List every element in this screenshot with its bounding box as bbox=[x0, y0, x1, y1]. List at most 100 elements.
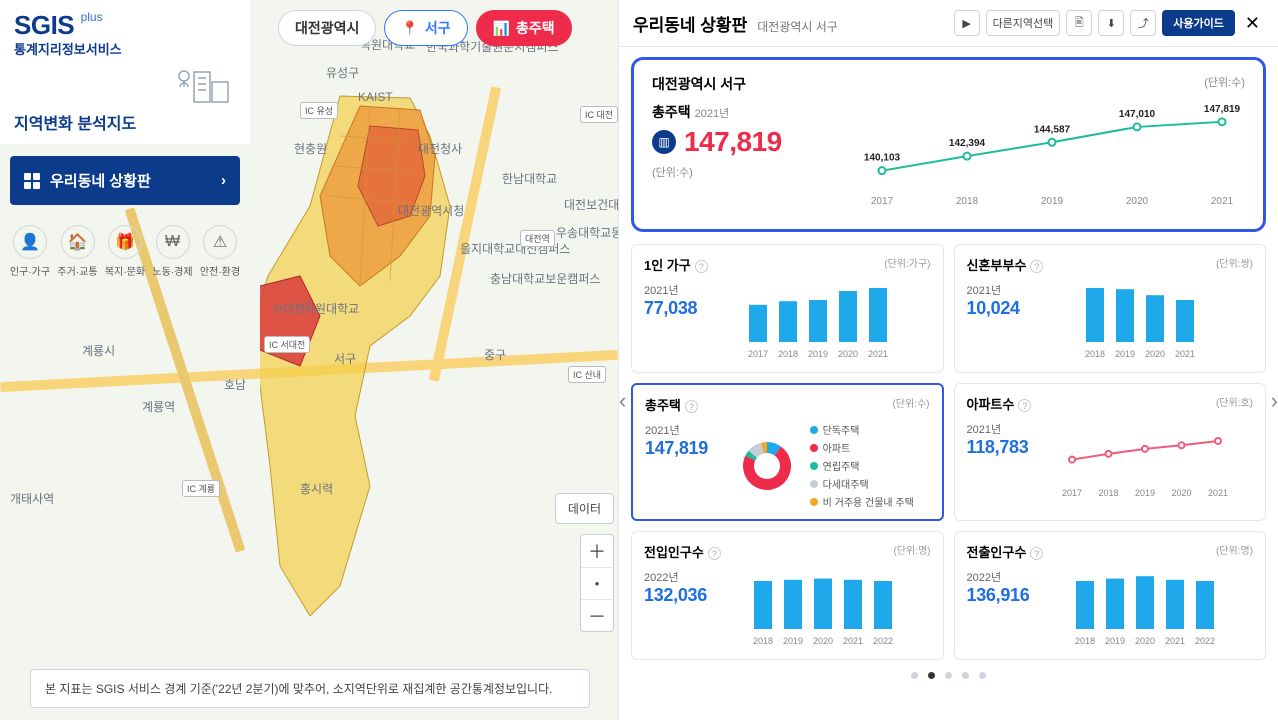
zoom-out-button[interactable]: － bbox=[581, 599, 613, 631]
card-chart: 20182019202020212022 bbox=[1037, 569, 1253, 649]
stat-card[interactable]: 1인 가구? (단위:가구) 2021년 77,038 201720182019… bbox=[631, 244, 944, 373]
card-chart: 20172018201920202021 bbox=[1036, 421, 1253, 501]
data-button[interactable]: 데이터 bbox=[555, 493, 614, 524]
share-button[interactable]: ⤴ bbox=[1130, 10, 1156, 36]
zoom-control: ＋ ● － bbox=[580, 534, 614, 632]
svg-text:2020: 2020 bbox=[1171, 488, 1191, 498]
map-controls: 데이터 ＋ ● － bbox=[555, 493, 614, 632]
category-4[interactable]: ⚠ 안전·환경 bbox=[198, 225, 242, 278]
svg-text:2018: 2018 bbox=[1085, 349, 1105, 359]
category-label: 노동·경제 bbox=[151, 263, 195, 278]
svg-text:2019: 2019 bbox=[783, 636, 803, 646]
stat-card[interactable]: 전입인구수? (단위:명) 2022년 132,036 201820192020… bbox=[631, 531, 944, 660]
category-2[interactable]: 🎁 복지·문화 bbox=[103, 225, 147, 278]
map-ic: IC 유성 bbox=[300, 102, 338, 119]
sidebar: SGIS plus 통계지리정보서비스 지역변화 분석지도 우리동네 상황판 ›… bbox=[0, 0, 250, 284]
close-icon[interactable]: ✕ bbox=[1241, 13, 1264, 34]
svg-text:2018: 2018 bbox=[1098, 488, 1118, 498]
stat-card[interactable]: 신혼부부수? (단위:쌍) 2021년 10,024 2018201920202… bbox=[954, 244, 1267, 373]
dashboard-icon bbox=[24, 173, 40, 189]
logo-plus: plus bbox=[81, 10, 103, 24]
card-unit: (단위:명) bbox=[893, 542, 930, 561]
stat-card[interactable]: 전출인구수? (단위:명) 2022년 136,916 201820192020… bbox=[954, 531, 1267, 660]
download-button[interactable]: ⬇ bbox=[1098, 10, 1124, 36]
page-next-button[interactable]: › bbox=[1267, 384, 1278, 418]
stat-card[interactable]: 아파트수? (단위:호) 2021년 118,783 2017201820192… bbox=[954, 383, 1267, 521]
page-dot[interactable] bbox=[979, 672, 986, 679]
card-title: 1인 가구? bbox=[644, 255, 708, 274]
card-unit: (단위:호) bbox=[1216, 394, 1253, 413]
card-kpi: 2021년 147,819 bbox=[645, 422, 708, 509]
crumb-l1[interactable]: 대전광역시 bbox=[278, 10, 376, 46]
svg-text:2017: 2017 bbox=[871, 196, 894, 207]
card-kpi: 2021년 10,024 bbox=[967, 282, 1020, 362]
svg-text:140,103: 140,103 bbox=[864, 153, 901, 164]
play-button[interactable]: ▶ bbox=[954, 10, 980, 36]
card-kpi: 2021년 77,038 bbox=[644, 282, 697, 362]
panel-title: 우리동네 상황판 bbox=[633, 11, 747, 36]
category-0[interactable]: 👤 인구·가구 bbox=[8, 225, 52, 278]
map-label: 한남대학교 bbox=[502, 170, 557, 187]
card-unit: (단위:쌍) bbox=[1216, 255, 1253, 274]
region-select-button[interactable]: 다른지역선택 bbox=[986, 10, 1061, 36]
hero-metric: 총주택2021년 bbox=[652, 102, 729, 122]
svg-text:2019: 2019 bbox=[1105, 636, 1125, 646]
card-unit: (단위:수) bbox=[892, 395, 929, 414]
category-label: 복지·문화 bbox=[103, 263, 147, 278]
card-chart: 20172018201920202021 bbox=[705, 282, 930, 362]
panel-location: 대전광역시 서구 bbox=[757, 18, 838, 35]
map-ic: IC 서대전 bbox=[264, 336, 310, 353]
svg-text:2020: 2020 bbox=[1135, 636, 1155, 646]
card-title: 총주택? bbox=[645, 395, 698, 414]
svg-text:2021: 2021 bbox=[843, 636, 863, 646]
page-dot[interactable] bbox=[945, 672, 952, 679]
card-kpi: 2022년 136,916 bbox=[967, 569, 1030, 649]
svg-text:147,010: 147,010 bbox=[1119, 109, 1156, 120]
chevron-right-icon: › bbox=[221, 172, 226, 189]
category-icon: 👤 bbox=[13, 225, 47, 259]
category-1[interactable]: 🏠 주거·교통 bbox=[56, 225, 100, 278]
category-label: 안전·환경 bbox=[198, 263, 242, 278]
svg-text:142,394: 142,394 bbox=[949, 138, 986, 149]
crumb-l2[interactable]: 📍서구 bbox=[384, 10, 467, 46]
crumb-l3[interactable]: 📊총주택 bbox=[476, 10, 572, 46]
page-prev-button[interactable]: ‹ bbox=[619, 384, 630, 418]
svg-text:2018: 2018 bbox=[778, 349, 798, 359]
page-dot[interactable] bbox=[962, 672, 969, 679]
svg-text:2017: 2017 bbox=[1062, 488, 1082, 498]
category-3[interactable]: ₩ 노동·경제 bbox=[151, 225, 195, 278]
svg-text:2019: 2019 bbox=[1135, 488, 1155, 498]
category-label: 인구·가구 bbox=[8, 263, 52, 278]
breadcrumb: 대전광역시 📍서구 📊총주택 bbox=[278, 10, 572, 46]
svg-text:2022: 2022 bbox=[873, 636, 893, 646]
svg-text:144,587: 144,587 bbox=[1034, 124, 1071, 135]
svg-text:2017: 2017 bbox=[748, 349, 768, 359]
svg-text:2020: 2020 bbox=[838, 349, 858, 359]
map-ic: IC 계룡 bbox=[182, 480, 220, 497]
export-button[interactable]: 🖹 bbox=[1066, 10, 1092, 36]
svg-text:2020: 2020 bbox=[1126, 196, 1149, 207]
logo-block: SGIS plus 통계지리정보서비스 지역변화 분석지도 bbox=[0, 0, 250, 144]
page-dots bbox=[631, 660, 1266, 683]
nav-label: 우리동네 상황판 bbox=[50, 170, 151, 191]
hero-card: 대전광역시 서구 총주택2021년 ▥ 147,819 (단위:수) (단위:수… bbox=[631, 57, 1266, 232]
zoom-in-button[interactable]: ＋ bbox=[581, 535, 613, 567]
page-dot[interactable] bbox=[911, 672, 918, 679]
card-grid: 1인 가구? (단위:가구) 2021년 77,038 2017 2018 2019… bbox=[631, 244, 1266, 660]
map-label: 충남대학교보운캠퍼스 bbox=[490, 270, 600, 287]
panel-header: 우리동네 상황판 대전광역시 서구 ▶ 다른지역선택 🖹 ⬇ ⤴ 사용가이드 ✕ bbox=[619, 0, 1278, 47]
zoom-dot: ● bbox=[581, 567, 613, 599]
indicator-icon: ▥ bbox=[652, 130, 676, 154]
stat-card[interactable]: 총주택? (단위:수) 2021년 147,819 단독주택아파트연립주택다세대… bbox=[631, 383, 944, 521]
detail-panel: 우리동네 상황판 대전광역시 서구 ▶ 다른지역선택 🖹 ⬇ ⤴ 사용가이드 ✕… bbox=[618, 0, 1278, 720]
nav-situation-board[interactable]: 우리동네 상황판 › bbox=[10, 156, 240, 205]
svg-text:2020: 2020 bbox=[1145, 349, 1165, 359]
category-row: 👤 인구·가구🏠 주거·교통🎁 복지·문화₩ 노동·경제⚠ 안전·환경 bbox=[0, 215, 250, 284]
svg-text:2018: 2018 bbox=[956, 196, 979, 207]
map-label: 개태사역 bbox=[10, 490, 54, 507]
page-dot[interactable] bbox=[928, 672, 935, 679]
map-label: 계룡시 bbox=[82, 342, 115, 359]
donut-legend: 단독주택아파트연립주택다세대주택비 거주용 건물내 주택 bbox=[810, 422, 914, 509]
guide-button[interactable]: 사용가이드 bbox=[1162, 10, 1235, 36]
card-unit: (단위:가구) bbox=[884, 255, 930, 274]
